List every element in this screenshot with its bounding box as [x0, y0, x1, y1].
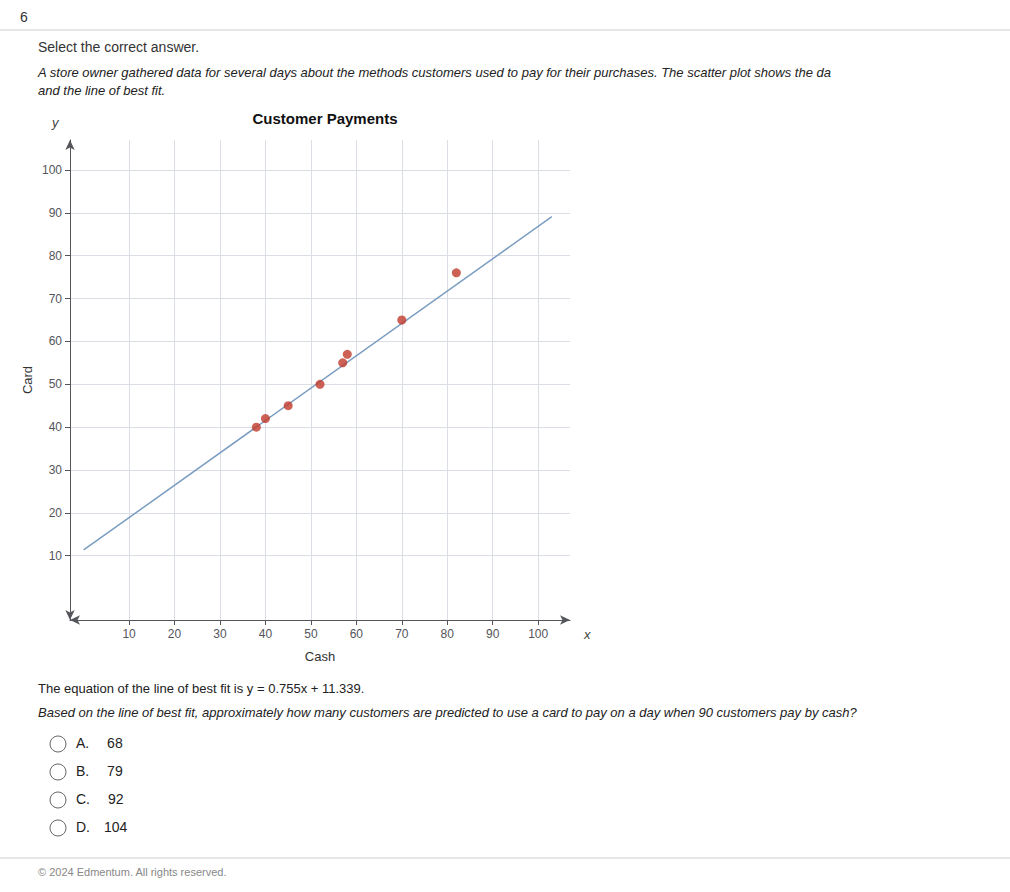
svg-text:20: 20 — [49, 506, 63, 520]
svg-text:B. 79: B. 79 — [76, 763, 123, 779]
svg-text:50: 50 — [304, 627, 318, 641]
svg-text:100: 100 — [528, 627, 548, 641]
svg-text:y: y — [51, 115, 60, 130]
svg-text:D. 104: D. 104 — [76, 819, 128, 835]
svg-text:© 2024 Edmentum. All rights re: © 2024 Edmentum. All rights reserved. — [38, 866, 226, 878]
svg-text:90: 90 — [49, 206, 63, 220]
svg-text:A store owner gathered data fo: A store owner gathered data for several … — [37, 65, 831, 80]
svg-text:80: 80 — [441, 627, 455, 641]
svg-text:70: 70 — [49, 292, 63, 306]
svg-text:20: 20 — [168, 627, 182, 641]
svg-text:C. 92: C. 92 — [76, 791, 124, 807]
svg-text:Select the correct answer.: Select the correct answer. — [38, 39, 199, 55]
svg-text:Cash: Cash — [305, 649, 335, 664]
svg-text:A. 68: A. 68 — [76, 735, 123, 751]
svg-text:60: 60 — [350, 627, 364, 641]
svg-text:10: 10 — [122, 627, 136, 641]
svg-text:80: 80 — [49, 249, 63, 263]
svg-text:The equation of the line of be: The equation of the line of best fit is … — [38, 681, 364, 696]
svg-text:30: 30 — [49, 463, 63, 477]
svg-text:6: 6 — [20, 9, 28, 25]
svg-text:70: 70 — [395, 627, 409, 641]
svg-text:90: 90 — [486, 627, 500, 641]
svg-text:10: 10 — [49, 549, 63, 563]
svg-text:and the line of best fit.: and the line of best fit. — [38, 83, 165, 98]
svg-text:50: 50 — [49, 377, 63, 391]
svg-text:x: x — [583, 627, 591, 642]
svg-text:60: 60 — [49, 334, 63, 348]
svg-text:Customer Payments: Customer Payments — [252, 110, 397, 127]
svg-text:100: 100 — [42, 163, 62, 177]
svg-text:40: 40 — [259, 627, 273, 641]
svg-text:40: 40 — [49, 420, 63, 434]
svg-text:30: 30 — [213, 627, 227, 641]
svg-text:Based on the line of best fit,: Based on the line of best fit, approxima… — [38, 705, 857, 720]
svg-text:Card: Card — [20, 366, 35, 394]
